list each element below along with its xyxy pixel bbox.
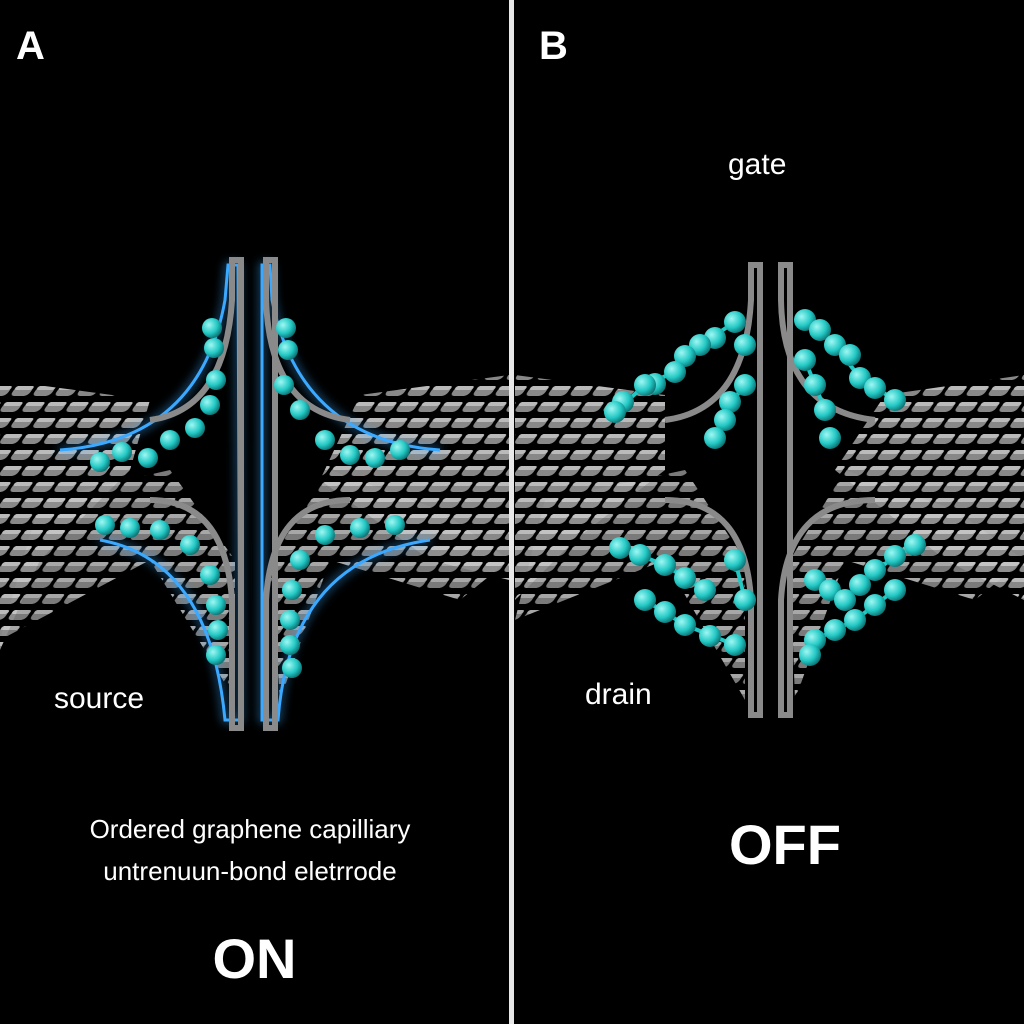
- panel-a-letter: A: [16, 24, 45, 68]
- molecule-chain-lower-right: [280, 515, 405, 678]
- glow-outline-right: [260, 263, 441, 722]
- panel-b-illustration: [515, 262, 1024, 718]
- capillary-wall-right: [263, 257, 351, 731]
- graphene-sheet-left-lower: [515, 470, 745, 700]
- gate-label: gate: [728, 148, 787, 181]
- graphene-sheet-right-lower: [790, 470, 1024, 700]
- capillary-wall-left: [664, 262, 763, 718]
- molecule-chain-upper-right: [274, 318, 410, 468]
- panel-divider: [509, 0, 514, 1024]
- panel-b: B gate drain OFF: [515, 0, 1024, 1024]
- molecule-chain-lower-left: [95, 515, 228, 665]
- molecule-cluster-upper-left: [604, 311, 756, 449]
- panel-a-caption: Ordered graphene capilliary untrenuun-bo…: [0, 808, 500, 892]
- caption-line-1: Ordered graphene capilliary: [89, 814, 411, 844]
- panel-b-letter: B: [539, 24, 568, 68]
- caption-line-2: untrenuun-bond eletrrode: [103, 856, 397, 886]
- molecule-cluster-upper-right: [794, 309, 906, 449]
- graphene-sheet-left-lower: [0, 470, 235, 700]
- molecule-chain-upper-left: [90, 318, 226, 472]
- molecule-cluster-lower-left: [609, 537, 756, 656]
- drain-label: drain: [585, 678, 652, 711]
- on-state-label: ON: [212, 927, 297, 990]
- panel-a: A source Ordered graphene capilliary unt…: [0, 0, 509, 1024]
- source-label: source: [54, 682, 145, 715]
- off-state-label: OFF: [729, 813, 841, 876]
- molecule-cluster-lower-right: [799, 534, 926, 666]
- capillary-wall-left: [149, 257, 244, 731]
- panel-a-illustration: [0, 257, 509, 731]
